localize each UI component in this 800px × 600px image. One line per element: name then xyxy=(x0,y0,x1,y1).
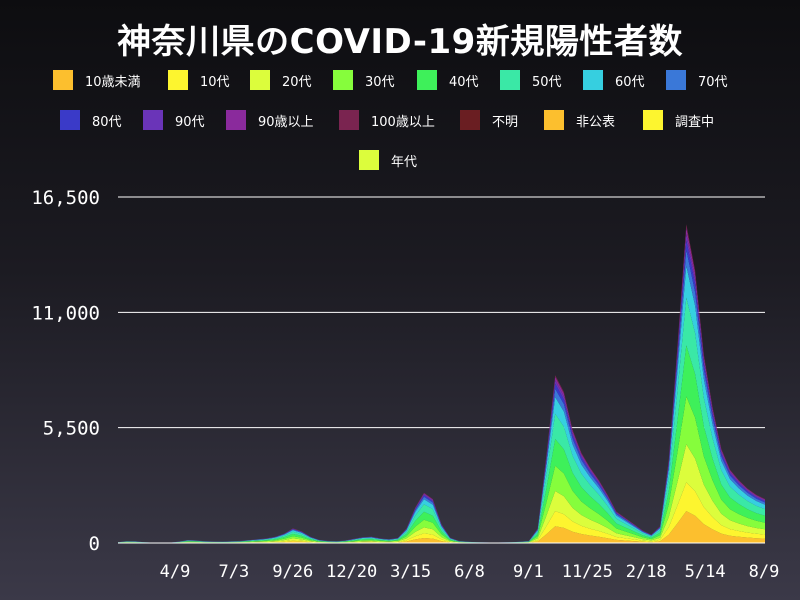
legend-swatch-100-plus xyxy=(339,110,359,130)
legend-item-10s[interactable]: 10代 xyxy=(168,69,230,91)
legend-label-100-plus: 100歳以上 xyxy=(371,114,435,130)
x-tick-label: 12/20 xyxy=(326,562,377,582)
legend-label-40s: 40代 xyxy=(449,74,479,90)
area-series-0 xyxy=(118,511,765,543)
x-tick-label: 2/18 xyxy=(626,562,667,582)
legend-label-unknown: 不明 xyxy=(492,114,519,130)
x-tick-label: 9/26 xyxy=(272,562,313,582)
x-tick-label: 5/14 xyxy=(685,562,726,582)
legend-label-60s: 60代 xyxy=(615,74,645,90)
legend-item-investigating[interactable]: 調査中 xyxy=(643,109,714,131)
legend-item-undisclosed[interactable]: 非公表 xyxy=(544,109,615,131)
x-tick-label: 9/1 xyxy=(513,562,544,582)
legend-swatch-age-group xyxy=(359,150,379,170)
legend-label-20s: 20代 xyxy=(282,74,312,90)
legend-label-90s: 90代 xyxy=(175,114,205,130)
x-tick-label: 8/9 xyxy=(749,562,780,582)
legend-label-70s: 70代 xyxy=(698,74,728,90)
legend-swatch-10s xyxy=(168,70,188,90)
legend-item-unknown[interactable]: 不明 xyxy=(460,109,518,131)
legend-item-20s[interactable]: 20代 xyxy=(250,69,312,91)
legend-item-under-10[interactable]: 10歳未満 xyxy=(53,69,141,91)
legend-swatch-40s xyxy=(417,70,437,90)
legend-swatch-investigating xyxy=(643,110,663,130)
legend-item-90-plus[interactable]: 90歳以上 xyxy=(226,109,314,131)
legend-label-80s: 80代 xyxy=(92,114,122,130)
legend-swatch-under-10 xyxy=(53,70,73,90)
legend-item-80s[interactable]: 80代 xyxy=(60,109,122,131)
legend-swatch-80s xyxy=(60,110,80,130)
legend-swatch-30s xyxy=(333,70,353,90)
legend-item-50s[interactable]: 50代 xyxy=(500,69,562,91)
legend-item-30s[interactable]: 30代 xyxy=(333,69,395,91)
legend-swatch-60s xyxy=(583,70,603,90)
legend-swatch-undisclosed xyxy=(544,110,564,130)
x-tick-label: 6/8 xyxy=(454,562,485,582)
x-tick-label: 3/15 xyxy=(390,562,431,582)
legend: 10歳未満 10代 20代 30代 40代 50代 60代 70代 80代 90… xyxy=(0,0,800,180)
legend-item-40s[interactable]: 40代 xyxy=(417,69,479,91)
y-tick-label: 11,000 xyxy=(31,302,100,324)
x-tick-label: 7/3 xyxy=(219,562,250,582)
legend-label-investigating: 調査中 xyxy=(675,114,715,130)
legend-label-undisclosed: 非公表 xyxy=(576,114,616,130)
legend-label-under-10: 10歳未満 xyxy=(85,74,141,90)
y-tick-label: 5,500 xyxy=(43,418,100,440)
legend-label-age-group: 年代 xyxy=(391,154,418,170)
legend-swatch-70s xyxy=(666,70,686,90)
legend-item-90s[interactable]: 90代 xyxy=(143,109,205,131)
legend-item-70s[interactable]: 70代 xyxy=(666,69,728,91)
y-tick-label: 0 xyxy=(89,533,100,555)
legend-swatch-50s xyxy=(500,70,520,90)
legend-swatch-90-plus xyxy=(226,110,246,130)
legend-label-50s: 50代 xyxy=(532,74,562,90)
legend-label-30s: 30代 xyxy=(365,74,395,90)
legend-label-10s: 10代 xyxy=(200,74,230,90)
legend-swatch-20s xyxy=(250,70,270,90)
legend-item-60s[interactable]: 60代 xyxy=(583,69,645,91)
y-tick-label: 16,500 xyxy=(31,187,100,209)
legend-swatch-unknown xyxy=(460,110,480,130)
chart-title: 神奈川県のCOVID-19新規陽性者数 xyxy=(117,22,683,62)
legend-swatch-90s xyxy=(143,110,163,130)
legend-item-100-plus[interactable]: 100歳以上 xyxy=(339,109,435,131)
x-tick-label: 4/9 xyxy=(160,562,191,582)
x-tick-label: 11/25 xyxy=(562,562,613,582)
legend-label-90-plus: 90歳以上 xyxy=(258,114,314,130)
legend-item-age-group[interactable]: 年代 xyxy=(359,149,417,171)
